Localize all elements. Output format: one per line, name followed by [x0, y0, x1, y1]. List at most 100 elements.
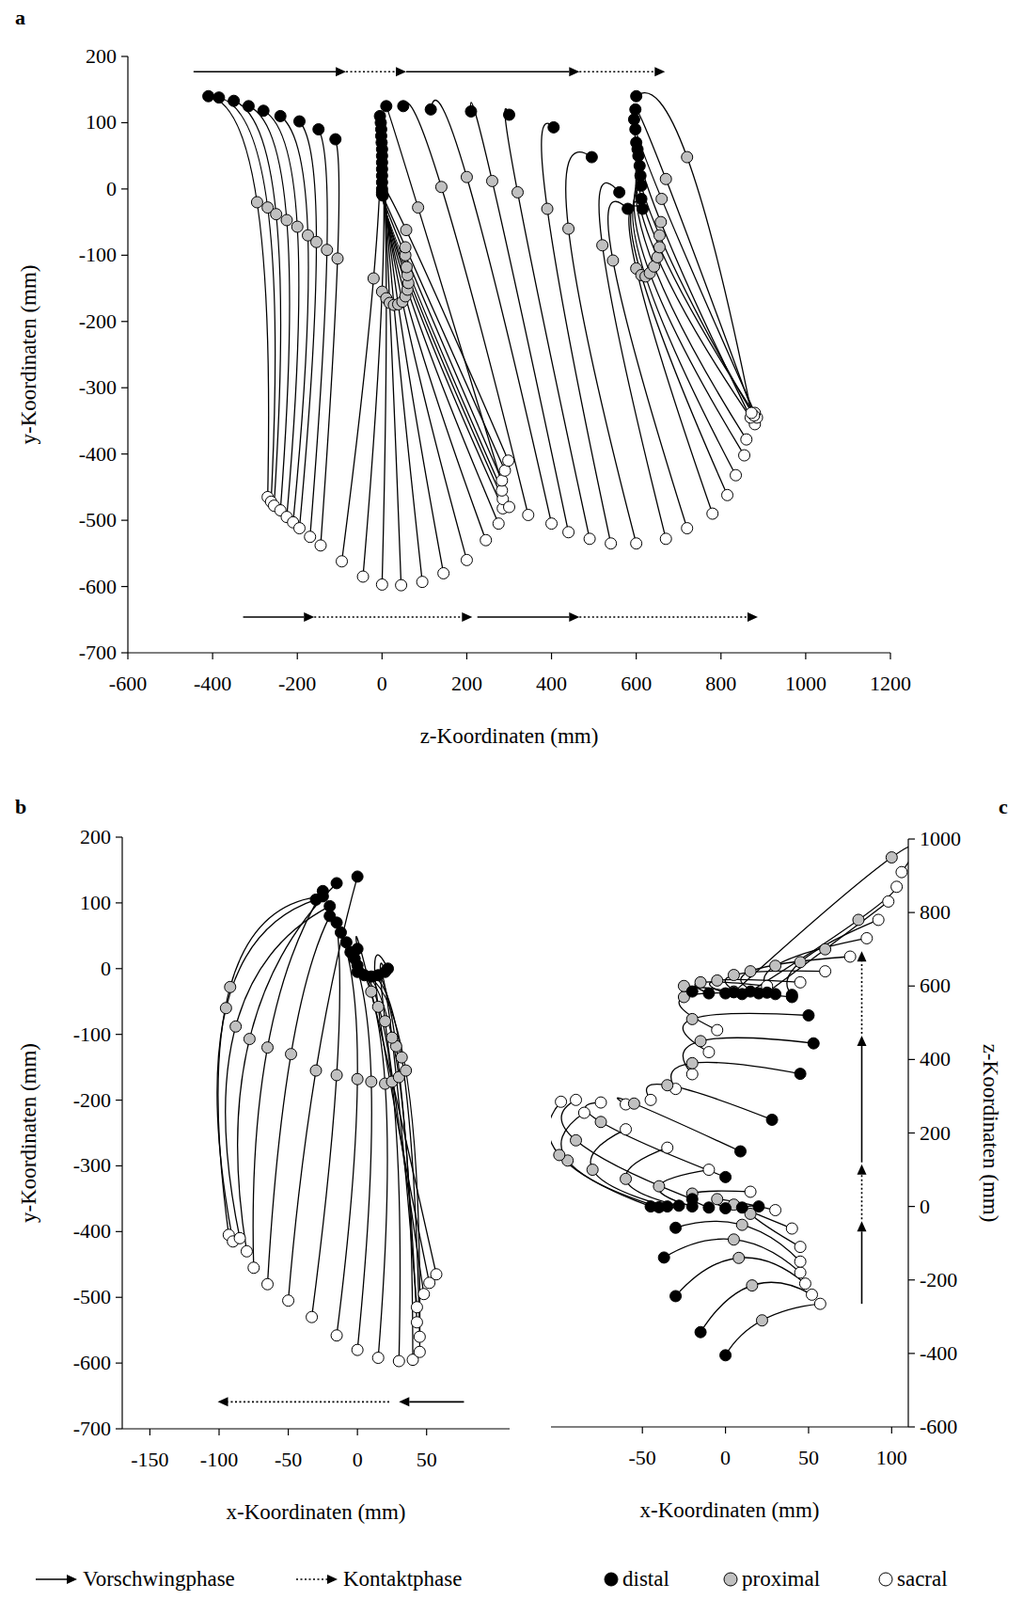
- plot-marks: [550, 845, 909, 1361]
- phase-arrow: [861, 960, 864, 1034]
- marker: [262, 1277, 274, 1290]
- x-axis-title: z-Koordinaten (mm): [420, 723, 599, 748]
- marker: [620, 1123, 632, 1135]
- marker: [852, 913, 865, 926]
- y-tick-label: -600: [78, 574, 117, 599]
- marker: [283, 1294, 295, 1307]
- limb-stick: [635, 109, 755, 416]
- marker: [438, 566, 450, 579]
- marker: [686, 985, 698, 997]
- limb-stick: [371, 973, 418, 1323]
- limb-stick: [471, 102, 569, 533]
- marker: [711, 974, 724, 986]
- marker: [220, 1002, 232, 1014]
- x-axis-title: x-Koordinaten (mm): [640, 1497, 820, 1522]
- marker: [661, 1079, 674, 1091]
- y-axis-title: z-Koordinaten (mm): [978, 1043, 1003, 1223]
- limb-stick: [763, 937, 866, 993]
- marker: [802, 1009, 815, 1022]
- marker: [367, 272, 379, 284]
- marker: [630, 90, 643, 102]
- marker: [628, 113, 640, 126]
- limb-stick: [750, 886, 898, 992]
- marker: [670, 1290, 682, 1302]
- marker: [386, 1031, 398, 1043]
- y-axis: [126, 56, 128, 653]
- x-tick: [466, 652, 468, 660]
- y-tick-label: 200: [919, 1120, 951, 1145]
- y-tick-label: -300: [78, 375, 117, 399]
- y-axis: [121, 836, 123, 1429]
- y-tick-label: -600: [919, 1414, 958, 1438]
- marker: [563, 222, 575, 235]
- limb-stick: [237, 882, 337, 1251]
- phase-arrow: [861, 1230, 864, 1304]
- y-tick: [908, 1205, 915, 1207]
- arrow-head: [857, 950, 867, 961]
- y-tick: [115, 1230, 123, 1232]
- marker: [382, 962, 394, 975]
- legend-marker: [604, 1572, 618, 1586]
- marker: [745, 407, 757, 419]
- x-tick-label: 50: [416, 1447, 438, 1471]
- marker: [424, 103, 437, 115]
- plot-marks: [217, 870, 465, 1406]
- marker: [711, 1193, 724, 1205]
- marker: [270, 208, 283, 221]
- y-tick: [121, 651, 128, 653]
- limb-stick: [248, 106, 290, 511]
- marker: [761, 986, 773, 998]
- limb-stick: [566, 152, 637, 544]
- marker: [720, 1349, 732, 1361]
- y-tick-label: -600: [73, 1350, 111, 1374]
- marker: [240, 1244, 252, 1257]
- limb-stick: [381, 149, 443, 574]
- limb-stick: [377, 970, 417, 1307]
- marker: [686, 1012, 698, 1024]
- legend-label: Kontaktphase: [343, 1566, 462, 1590]
- limb-stick: [280, 115, 309, 522]
- marker: [711, 1023, 724, 1036]
- legend: VorschwingphaseKontaktphasedistalproxima…: [35, 1566, 948, 1590]
- marker: [786, 1222, 798, 1234]
- marker: [400, 261, 412, 273]
- marker: [770, 1204, 782, 1216]
- limb-stick: [381, 156, 467, 561]
- marker: [794, 1266, 806, 1278]
- y-tick: [121, 254, 128, 256]
- limb-stick: [312, 922, 341, 1317]
- marker: [770, 960, 782, 972]
- marker: [492, 518, 504, 530]
- marker: [380, 100, 393, 112]
- legend-sample: [327, 1573, 338, 1584]
- limb-stick: [504, 109, 590, 539]
- marker: [844, 950, 856, 962]
- x-tick-label: -400: [193, 671, 232, 695]
- marker: [597, 239, 609, 252]
- marker: [872, 913, 884, 926]
- marker: [563, 526, 575, 538]
- limb-stick: [632, 185, 737, 475]
- y-tick: [121, 320, 128, 322]
- arrow-head: [857, 1164, 867, 1175]
- x-tick-label: 50: [798, 1445, 819, 1469]
- marker: [336, 555, 348, 567]
- x-tick: [297, 652, 299, 660]
- marker: [736, 1201, 748, 1213]
- phase-arrow: [861, 1174, 864, 1220]
- x-tick-label: 0: [352, 1447, 363, 1471]
- marker: [744, 965, 756, 977]
- marker: [753, 1200, 765, 1212]
- panel-letter: b: [15, 794, 27, 819]
- limb-stick: [786, 919, 879, 995]
- x-tick-label: 1200: [869, 671, 912, 695]
- legend-label: Vorschwingphase: [82, 1566, 236, 1590]
- marker: [794, 1241, 806, 1253]
- marker: [306, 1310, 318, 1323]
- arrow-head: [398, 1396, 410, 1406]
- marker: [727, 1233, 740, 1245]
- marker: [620, 1172, 632, 1184]
- y-tick-label: -500: [78, 507, 117, 532]
- marker: [681, 522, 693, 535]
- limb-stick: [350, 951, 388, 1357]
